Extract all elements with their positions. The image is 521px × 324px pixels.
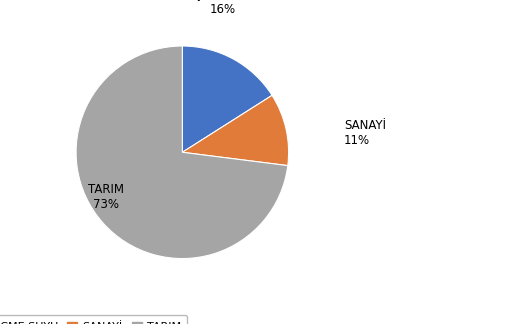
Wedge shape [76, 46, 288, 259]
Legend: İÇME SUYU, SANAYİ, TARIM: İÇME SUYU, SANAYİ, TARIM [0, 315, 187, 324]
Wedge shape [182, 95, 289, 166]
Text: İÇME SUYU
16%: İÇME SUYU 16% [191, 0, 255, 16]
Wedge shape [182, 46, 272, 152]
Text: TARIM
73%: TARIM 73% [88, 183, 124, 211]
Text: SANAYİ
11%: SANAYİ 11% [344, 119, 386, 147]
